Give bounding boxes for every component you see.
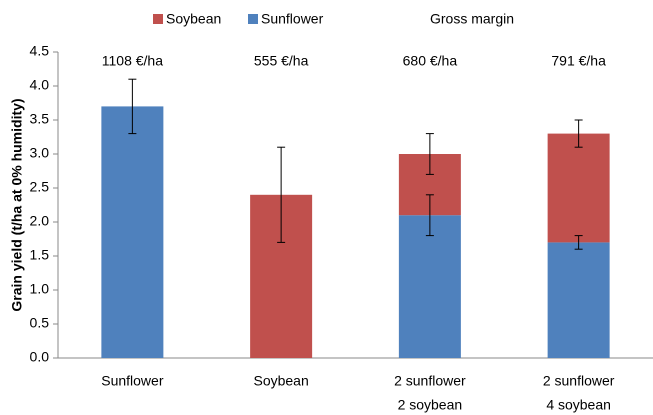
gross-margin-title: Gross margin — [430, 11, 514, 27]
y-axis-label: Grain yield (t/ha at 0% humidity) — [9, 98, 25, 311]
gross-margin-label: 680 €/ha — [403, 53, 458, 69]
x-tick-label: 4 soybean — [546, 397, 611, 413]
y-tick-label: 0.0 — [30, 349, 50, 365]
bar-segment — [101, 106, 164, 359]
x-tick-label: Soybean — [253, 373, 308, 389]
error-bar — [425, 133, 434, 175]
legend-swatch — [248, 14, 258, 24]
y-tick-label: 2.5 — [30, 179, 50, 195]
y-tick-label: 2.0 — [30, 213, 50, 229]
x-tick-label: Sunflower — [101, 373, 164, 389]
bar-segment — [398, 215, 461, 358]
bar-segment — [547, 242, 610, 358]
bar-segment — [547, 133, 610, 243]
x-tick-label: 2 soybean — [398, 397, 463, 413]
error-bar — [277, 146, 286, 243]
error-bar — [574, 235, 583, 250]
legend-label: Sunflower — [261, 11, 324, 27]
y-tick-label: 4.0 — [30, 77, 50, 93]
legend-swatch — [153, 14, 163, 24]
y-tick-label: 1.5 — [30, 247, 50, 263]
gross-margin-label: 791 €/ha — [551, 53, 606, 69]
x-tick-label: 2 sunflower — [543, 373, 615, 389]
gross-margin-label: 555 €/ha — [254, 53, 309, 69]
legend-label: Soybean — [166, 11, 221, 27]
y-tick-label: 1.0 — [30, 281, 50, 297]
y-tick-label: 4.5 — [30, 43, 50, 59]
y-tick-label: 3.0 — [30, 145, 50, 161]
y-tick-label: 0.5 — [30, 315, 50, 331]
gross-margin-label: 1108 €/ha — [102, 53, 163, 69]
x-tick-label: 2 sunflower — [394, 373, 466, 389]
error-bar — [574, 119, 583, 148]
error-bar — [425, 194, 434, 237]
error-bar — [128, 78, 137, 135]
y-tick-label: 3.5 — [30, 111, 50, 127]
